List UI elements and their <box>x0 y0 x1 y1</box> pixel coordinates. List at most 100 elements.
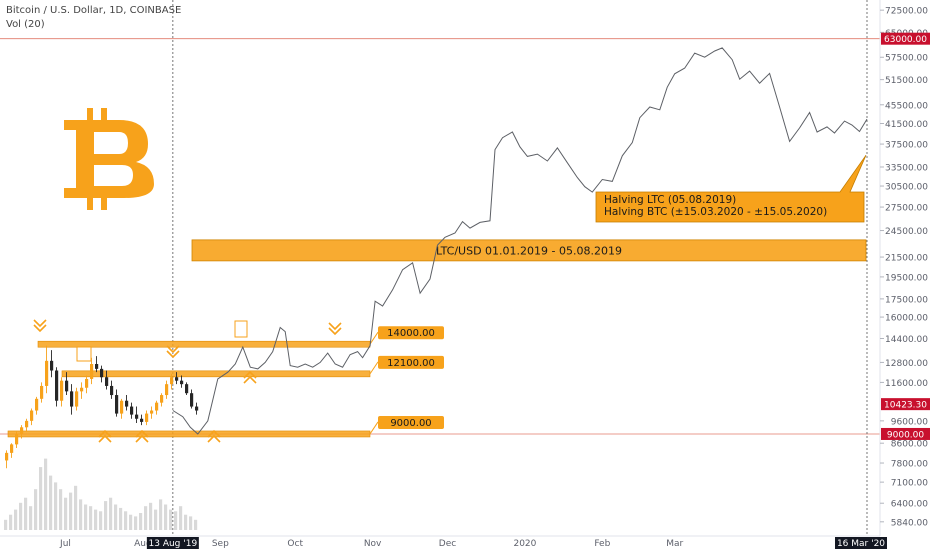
halving-callout[interactable] <box>595 154 867 223</box>
volume-bar <box>59 489 63 530</box>
candle-body <box>85 378 89 388</box>
volume-bar <box>24 497 28 530</box>
chevron-down-icon <box>166 345 180 359</box>
volume-bar <box>34 489 38 530</box>
volume-bar <box>134 516 138 530</box>
candle-body <box>10 444 14 453</box>
price-badge <box>881 32 930 45</box>
level-label-box[interactable] <box>378 355 444 369</box>
y-tick-label: 41500.00 <box>885 120 928 130</box>
volume-bar <box>119 507 123 530</box>
volume-bar <box>149 502 153 530</box>
volume-bar <box>44 458 48 530</box>
level-leader <box>369 361 379 375</box>
level-label: 9000.00 <box>390 418 431 429</box>
chevron-stroke <box>33 324 47 333</box>
price-badge-label: 9000.00 <box>887 430 924 440</box>
date-badge <box>146 537 199 549</box>
candle-body <box>160 395 164 403</box>
highlight-box <box>76 346 92 362</box>
candle-body <box>55 370 59 401</box>
volume-bar <box>189 516 193 530</box>
candle-body <box>180 380 184 385</box>
chevron-stroke <box>328 327 342 336</box>
volume-bar <box>154 509 158 530</box>
y-tick-label: 14400.00 <box>885 335 928 345</box>
logo-bar <box>87 108 93 122</box>
level-label-box[interactable] <box>378 326 444 340</box>
candle-body <box>60 380 64 401</box>
date-badge <box>835 537 887 549</box>
x-tick-label: 2020 <box>513 539 536 549</box>
chevron-up-icon <box>243 370 257 384</box>
volume-bar <box>39 467 43 530</box>
logo-bar <box>101 108 107 122</box>
bitcoin-logo-icon <box>64 108 154 210</box>
y-tick-label: 30500.00 <box>885 183 928 193</box>
x-tick-label: Mar <box>666 539 683 549</box>
volume-bar <box>104 501 108 530</box>
y-tick-label: 19500.00 <box>885 273 928 283</box>
x-tick-label: Oct <box>287 539 303 549</box>
volume-bar <box>114 504 118 530</box>
price-axis-bg <box>880 0 932 550</box>
date-badge-label: 16 Mar '20 <box>837 539 885 549</box>
candle-body <box>35 398 39 411</box>
level-bar[interactable] <box>7 430 371 438</box>
candle-body <box>165 384 169 396</box>
chevron-down-icon <box>33 319 47 333</box>
candle-body <box>5 452 9 461</box>
y-tick-label: 9600.00 <box>891 417 928 427</box>
volume-bar <box>164 504 168 530</box>
ltc-date-band[interactable] <box>191 239 867 262</box>
y-tick-label: 5840.00 <box>891 518 928 528</box>
volume-bar <box>49 475 53 530</box>
callout-text: Halving BTC (±15.03.2020 - ±15.05.2020) <box>604 206 827 218</box>
level-bar[interactable] <box>61 370 371 378</box>
x-tick-label: Sep <box>212 539 229 549</box>
chevron-stroke <box>243 375 257 384</box>
logo-bar <box>101 196 107 210</box>
date-badge-label: 13 Aug '19 <box>149 539 198 549</box>
volume-bar <box>179 506 183 530</box>
price-axis: 72500.0065000.0057500.0051500.0045500.00… <box>879 0 932 550</box>
candle-body <box>25 420 29 428</box>
y-tick-label: 24500.00 <box>885 227 928 237</box>
current-price-badge <box>881 398 930 411</box>
candlestick-series <box>5 345 199 469</box>
candle-body <box>130 406 134 415</box>
level-bar[interactable] <box>37 340 371 348</box>
candle-body <box>80 387 84 392</box>
band-label: LTC/USD 01.01.2019 - 05.08.2019 <box>436 244 622 257</box>
candle-body <box>70 391 74 407</box>
candle-body <box>135 414 139 419</box>
price-badge <box>881 427 930 440</box>
candle-body <box>185 384 189 394</box>
volume-bar <box>84 504 88 530</box>
level-label: 14000.00 <box>387 328 435 339</box>
chevron-up-icon <box>135 429 149 443</box>
candle-body <box>40 385 44 399</box>
y-tick-label: 21500.00 <box>885 254 928 264</box>
candle-body <box>155 402 159 411</box>
y-tick-label: 7100.00 <box>891 479 928 489</box>
ltc-overlay-series <box>172 47 868 435</box>
logo-glyph <box>64 120 154 198</box>
y-tick-label: 33500.00 <box>885 163 928 173</box>
candle-body <box>125 400 129 407</box>
volume-bar <box>9 514 13 530</box>
time-axis: Jul Aug Sep Oct Nov Dec 2020 Feb Mar 13 Aug '19 16… <box>0 535 887 549</box>
volume-indicator-label: Vol (20) <box>6 19 45 30</box>
chevron-stroke <box>328 322 342 331</box>
y-tick-label: 51500.00 <box>885 76 928 86</box>
y-tick-label: 27500.00 <box>885 204 928 214</box>
candle-body <box>65 380 69 392</box>
chevron-stroke <box>98 434 112 443</box>
x-tick-label: Feb <box>594 539 610 549</box>
volume-bar <box>64 497 68 530</box>
level-label-box[interactable] <box>378 415 444 429</box>
chevron-stroke <box>98 429 112 438</box>
volume-bar <box>54 482 58 530</box>
y-tick-label: 16000.00 <box>885 314 928 324</box>
